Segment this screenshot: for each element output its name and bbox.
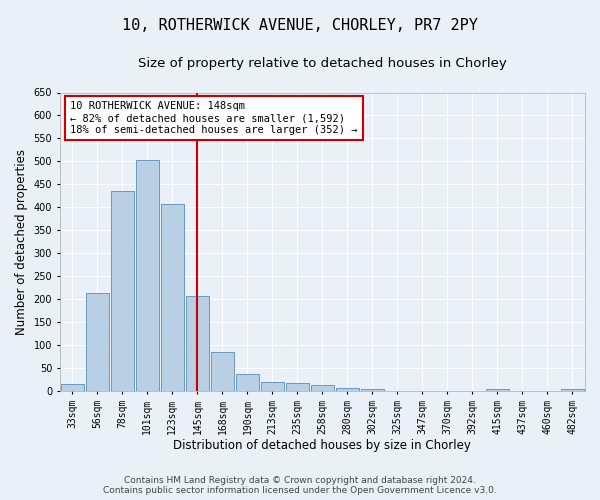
Bar xyxy=(61,384,83,391)
Text: 10 ROTHERWICK AVENUE: 148sqm
← 82% of detached houses are smaller (1,592)
18% of: 10 ROTHERWICK AVENUE: 148sqm ← 82% of de… xyxy=(70,102,358,134)
Bar xyxy=(286,383,308,391)
Bar xyxy=(136,160,158,391)
Bar xyxy=(186,296,209,391)
Bar xyxy=(311,385,334,391)
Bar xyxy=(161,204,184,391)
Title: Size of property relative to detached houses in Chorley: Size of property relative to detached ho… xyxy=(138,58,507,70)
Bar xyxy=(86,293,109,391)
Y-axis label: Number of detached properties: Number of detached properties xyxy=(15,149,28,335)
Text: Contains HM Land Registry data © Crown copyright and database right 2024.
Contai: Contains HM Land Registry data © Crown c… xyxy=(103,476,497,495)
Text: 10, ROTHERWICK AVENUE, CHORLEY, PR7 2PY: 10, ROTHERWICK AVENUE, CHORLEY, PR7 2PY xyxy=(122,18,478,32)
Bar xyxy=(561,389,584,391)
Bar xyxy=(336,388,359,391)
Bar xyxy=(236,374,259,391)
Bar xyxy=(211,352,233,391)
Bar xyxy=(486,389,509,391)
Bar xyxy=(261,382,284,391)
Bar xyxy=(111,192,134,391)
X-axis label: Distribution of detached houses by size in Chorley: Distribution of detached houses by size … xyxy=(173,440,472,452)
Bar xyxy=(361,389,383,391)
